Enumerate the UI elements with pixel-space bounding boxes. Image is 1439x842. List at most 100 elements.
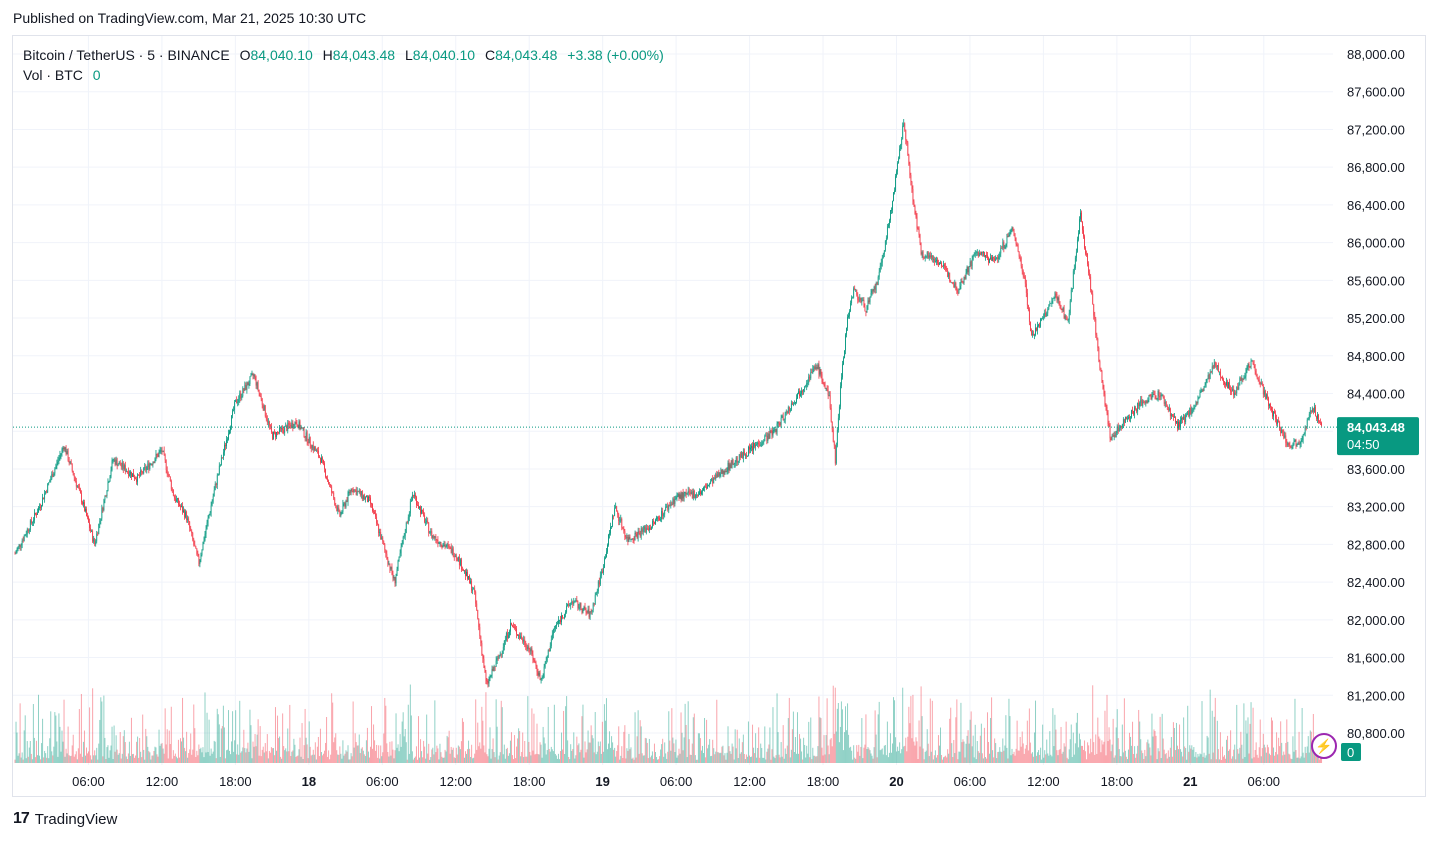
candle-body [1307, 418, 1309, 420]
candle-body [929, 255, 931, 258]
volume-bar [922, 748, 924, 763]
candle-body [802, 390, 803, 392]
candle-body [379, 532, 381, 534]
volume-bar [291, 751, 293, 763]
volume-bar [356, 745, 358, 763]
volume-bar [1134, 746, 1136, 763]
candle-body [1079, 219, 1080, 234]
candle-body [247, 382, 249, 386]
volume-value: 0 [92, 67, 101, 83]
volume-bar [444, 749, 446, 763]
volume-bar [1127, 749, 1129, 763]
volume-bar [802, 759, 804, 763]
volume-bar [577, 745, 579, 763]
volume-bar [168, 730, 170, 763]
candle-body [380, 532, 382, 540]
candle-body [1005, 243, 1007, 247]
candle-body [454, 555, 456, 557]
candle-body [1120, 425, 1122, 428]
volume-bar [760, 743, 762, 763]
volume-bar [623, 731, 625, 763]
bolt-icon[interactable]: ⚡ [1311, 733, 1337, 759]
volume-bar [26, 741, 28, 763]
volume-bar [700, 750, 702, 763]
candle-body [353, 489, 355, 493]
volume-bar [83, 730, 85, 763]
candle-body [102, 507, 104, 511]
volume-bar [1203, 752, 1205, 763]
candle-body [242, 388, 244, 397]
symbol-label[interactable]: Bitcoin / TetherUS · 5 · BINANCE [23, 47, 230, 63]
volume-bar [689, 754, 691, 763]
volume-bar [649, 757, 651, 763]
volume-bar [1185, 748, 1187, 763]
volume-bar [157, 756, 159, 763]
volume-bar [1225, 758, 1227, 763]
candle-body [1035, 327, 1036, 335]
candle-body [1291, 447, 1293, 449]
candle-body [526, 647, 528, 650]
volume-bar [301, 723, 303, 763]
volume-bar [1074, 743, 1076, 763]
volume-bar [462, 721, 464, 763]
volume-bar [445, 751, 447, 763]
candle-body [1084, 236, 1085, 249]
volume-bar [214, 741, 216, 763]
candle-body [68, 460, 70, 463]
candle-body [767, 433, 769, 441]
candle-body [585, 609, 587, 613]
volume-bar [460, 741, 462, 763]
candle-body [904, 123, 906, 130]
volume-bar [541, 757, 543, 763]
candle-body [797, 393, 798, 399]
candle-body [690, 491, 692, 495]
volume-bar [1076, 712, 1078, 763]
volume-bar [1212, 752, 1214, 763]
candle-body [956, 290, 958, 293]
candle-body [28, 530, 30, 532]
volume-bar [178, 757, 180, 763]
candle-body [945, 266, 947, 269]
candle-body [724, 471, 726, 474]
volume-bar [177, 739, 179, 763]
volume-bar [1119, 756, 1121, 763]
candle-body [905, 129, 907, 141]
candle-body [825, 388, 827, 389]
volume-bar [559, 750, 561, 763]
volume-bar [882, 754, 884, 763]
volume-bar [837, 703, 839, 763]
candle-body [222, 452, 224, 458]
candle-body [14, 553, 16, 555]
candle-body [341, 511, 343, 513]
volume-bar [1300, 756, 1302, 763]
volume-bar [973, 757, 975, 763]
volume-bar [1151, 713, 1153, 763]
volume-bar [65, 748, 67, 763]
volume-bar [265, 751, 267, 763]
volume-bar [629, 749, 631, 763]
volume-bar [1064, 746, 1066, 763]
candle-body [861, 300, 863, 302]
candle-body [708, 485, 710, 486]
candle-body [86, 508, 87, 516]
candle-body [500, 653, 502, 655]
volume-bar [285, 748, 287, 763]
volume-bar [880, 749, 882, 763]
candle-body [1101, 371, 1103, 382]
volume-label[interactable]: Vol · BTC [23, 67, 83, 83]
volume-bar [179, 738, 181, 763]
candle-body [61, 449, 63, 454]
chart-frame[interactable] [12, 35, 1426, 797]
footer-brand[interactable]: 17 TradingView [13, 810, 117, 828]
volume-bar [732, 746, 734, 763]
volume-bar [309, 746, 311, 763]
candle-body [820, 369, 822, 375]
candle-body [538, 672, 540, 676]
volume-bar [1135, 757, 1137, 763]
volume-bar [49, 738, 51, 763]
volume-bar [876, 757, 878, 763]
volume-bar [789, 757, 791, 763]
volume-bar [508, 753, 510, 763]
candle-body [741, 452, 743, 459]
